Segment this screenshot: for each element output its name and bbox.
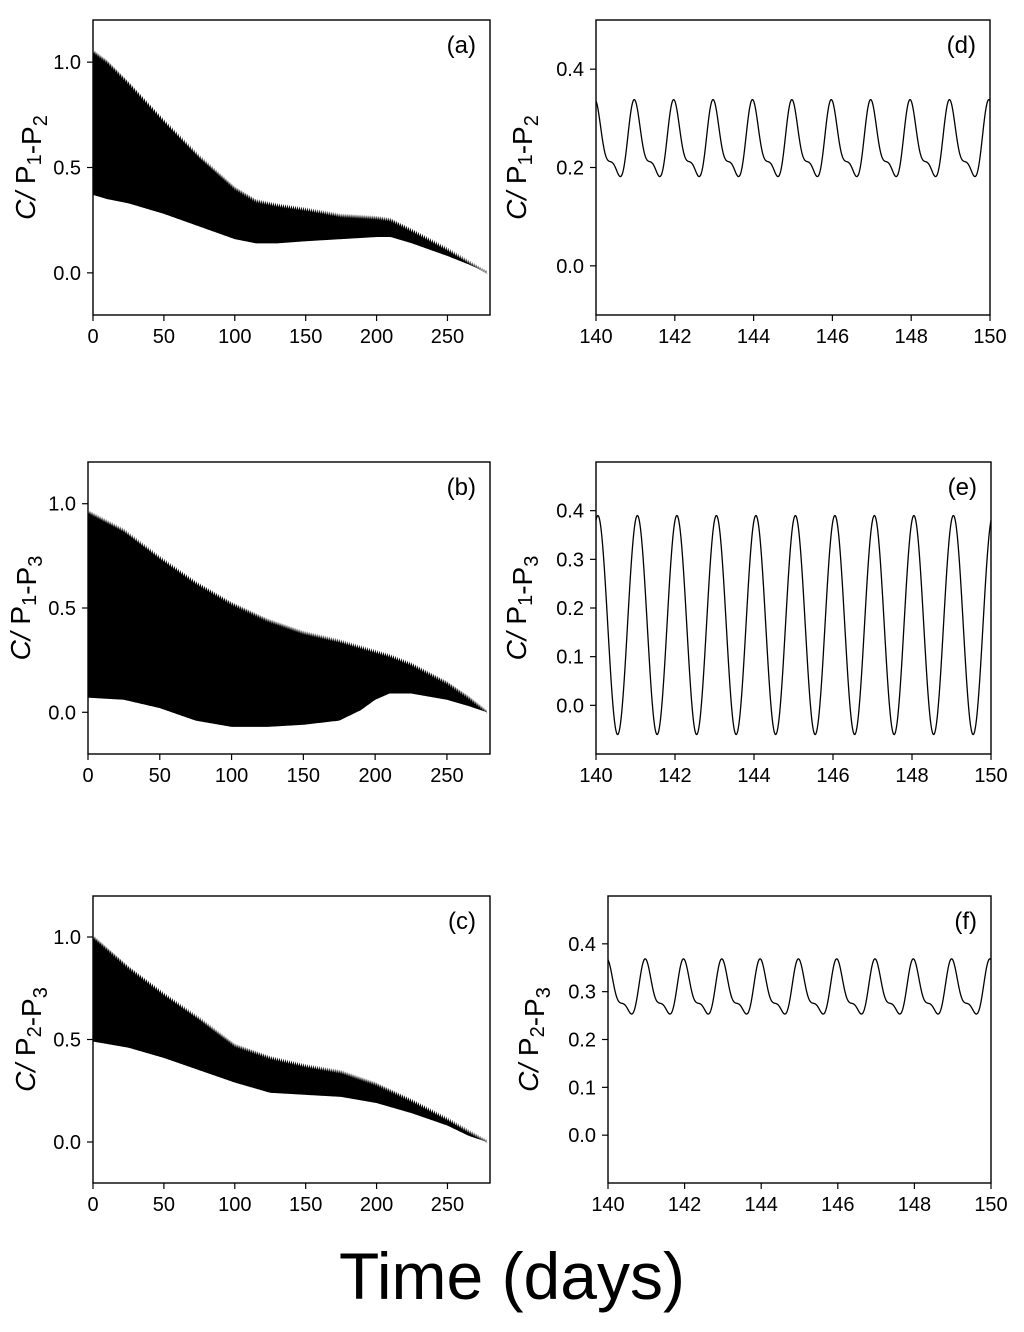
y-axis-title-a: C/ P1-P2 bbox=[10, 115, 52, 220]
x-tick-label-e: 148 bbox=[895, 765, 928, 787]
y-axis-title-b: C/ P1-P3 bbox=[5, 556, 47, 661]
plot-frame-f bbox=[607, 895, 992, 1184]
y-axis-title-c: C/ P2-P3 bbox=[10, 987, 52, 1092]
x-tick-label-e: 140 bbox=[579, 765, 612, 787]
y-tick-label-d: 0.4 bbox=[556, 59, 584, 81]
y-tick-label-e: 0.0 bbox=[556, 695, 584, 717]
x-tick-label-e: 146 bbox=[816, 765, 849, 787]
panel-label-f: (f) bbox=[954, 908, 977, 935]
x-tick-label-f: 146 bbox=[821, 1194, 854, 1216]
y-tick-label-c: 0.0 bbox=[53, 1132, 81, 1154]
x-tick-label-f: 148 bbox=[898, 1194, 931, 1216]
x-tick-label-a: 0 bbox=[87, 326, 98, 348]
series-line-d bbox=[595, 98, 991, 178]
panel-label-d: (d) bbox=[947, 32, 976, 59]
y-tick-label-a: 0.0 bbox=[53, 263, 81, 285]
x-tick-label-c: 0 bbox=[87, 1194, 98, 1216]
x-tick-label-d: 140 bbox=[579, 326, 612, 348]
y-tick-label-c: 1.0 bbox=[53, 927, 81, 949]
series-envelope-a bbox=[93, 49, 488, 275]
y-axis-title-d: C/ P1-P2 bbox=[501, 115, 543, 220]
x-tick-label-b: 50 bbox=[149, 765, 171, 787]
x-tick-label-f: 144 bbox=[745, 1194, 778, 1216]
chart-panel-b: 0 50 100 150 200 250 0.0 0.5 1.0 (b) C/ P1-P3 bbox=[5, 461, 491, 787]
panel-label-b: (b) bbox=[447, 474, 476, 501]
panel-label-e: (e) bbox=[948, 474, 977, 501]
series-line-e bbox=[595, 514, 992, 736]
y-tick-label-f: 0.4 bbox=[568, 934, 596, 956]
x-tick-label-d: 148 bbox=[895, 326, 928, 348]
chart-panel-c: 0 50 100 150 200 250 0.0 0.5 1.0 (c) C/ P2-P3 bbox=[10, 895, 491, 1216]
x-tick-label-b: 200 bbox=[358, 765, 391, 787]
x-tick-label-c: 150 bbox=[289, 1194, 322, 1216]
y-tick-label-d: 0.0 bbox=[556, 256, 584, 278]
y-tick-label-b: 0.5 bbox=[48, 598, 76, 620]
chart-panel-f: 140 142 144 146 148 150 0.0 0.1 0.2 0.3 0.4 (f) C/ P… bbox=[513, 895, 1008, 1216]
x-tick-label-f: 142 bbox=[668, 1194, 701, 1216]
y-tick-label-a: 1.0 bbox=[53, 52, 81, 74]
x-tick-label-b: 100 bbox=[215, 765, 248, 787]
y-tick-label-e: 0.3 bbox=[556, 549, 584, 571]
x-tick-label-e: 142 bbox=[658, 765, 691, 787]
x-tick-label-b: 0 bbox=[82, 765, 93, 787]
x-tick-label-c: 250 bbox=[431, 1194, 464, 1216]
y-tick-label-e: 0.1 bbox=[556, 647, 584, 669]
chart-panel-a: 0 50 100 150 200 250 0.0 0.5 1.0 (a) C/ P1-P2 bbox=[10, 19, 491, 348]
panel-label-a: (a) bbox=[447, 32, 476, 59]
x-tick-label-e: 150 bbox=[974, 765, 1007, 787]
y-tick-label-f: 0.2 bbox=[568, 1030, 596, 1052]
y-tick-label-b: 1.0 bbox=[48, 494, 76, 516]
x-tick-label-b: 150 bbox=[287, 765, 320, 787]
x-tick-label-a: 150 bbox=[289, 326, 322, 348]
x-tick-label-b: 250 bbox=[430, 765, 463, 787]
x-tick-label-d: 144 bbox=[737, 326, 770, 348]
x-tick-label-a: 250 bbox=[431, 326, 464, 348]
x-tick-label-a: 100 bbox=[218, 326, 251, 348]
series-line-f bbox=[607, 958, 992, 1015]
y-axis-title-e: C/ P1-P3 bbox=[501, 556, 543, 661]
x-tick-label-a: 200 bbox=[360, 326, 393, 348]
y-tick-label-a: 0.5 bbox=[53, 158, 81, 180]
series-envelope-c bbox=[93, 934, 488, 1144]
chart-panel-e: 140 142 144 146 148 150 0.0 0.1 0.2 0.3 0.4 (e) C/ P… bbox=[501, 461, 1008, 787]
y-tick-label-f: 0.0 bbox=[568, 1125, 596, 1147]
chart-panel-d: 140 142 144 146 148 150 0.0 0.2 0.4 (d) C/ P1-P2 bbox=[501, 19, 1007, 348]
x-axis-title: Time (days) bbox=[339, 1239, 685, 1313]
x-tick-label-c: 200 bbox=[360, 1194, 393, 1216]
y-tick-label-e: 0.4 bbox=[556, 501, 584, 523]
x-tick-label-e: 144 bbox=[737, 765, 770, 787]
y-tick-label-f: 0.3 bbox=[568, 982, 596, 1004]
y-axis-title-f: C/ P2-P3 bbox=[513, 987, 555, 1092]
y-tick-label-b: 0.0 bbox=[48, 702, 76, 724]
x-tick-label-c: 50 bbox=[153, 1194, 175, 1216]
x-tick-label-a: 50 bbox=[153, 326, 175, 348]
x-tick-label-d: 146 bbox=[816, 326, 849, 348]
plot-frame-e bbox=[595, 461, 992, 755]
x-tick-label-f: 140 bbox=[591, 1194, 624, 1216]
x-tick-label-f: 150 bbox=[974, 1194, 1007, 1216]
x-tick-label-d: 150 bbox=[973, 326, 1006, 348]
y-tick-label-c: 0.5 bbox=[53, 1030, 81, 1052]
x-tick-label-c: 100 bbox=[218, 1194, 251, 1216]
y-tick-label-f: 0.1 bbox=[568, 1077, 596, 1099]
y-tick-label-e: 0.2 bbox=[556, 598, 584, 620]
y-tick-label-d: 0.2 bbox=[556, 158, 584, 180]
x-tick-label-d: 142 bbox=[658, 326, 691, 348]
series-envelope-b bbox=[88, 509, 488, 727]
panel-label-c: (c) bbox=[448, 908, 476, 935]
